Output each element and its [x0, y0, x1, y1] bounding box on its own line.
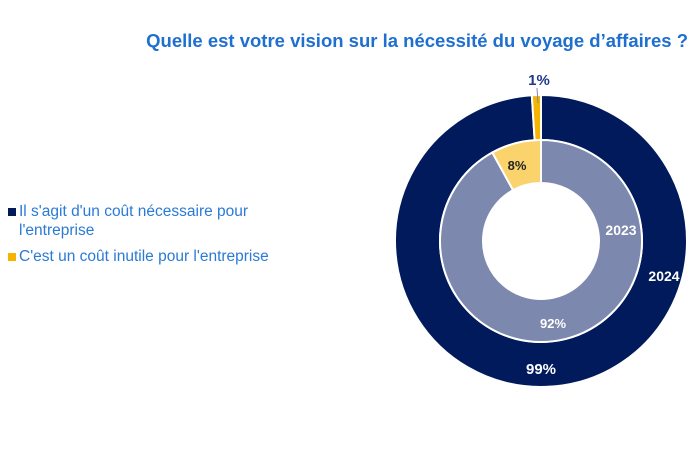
label-2023-necessary: 92%	[540, 316, 566, 331]
chart-title: Quelle est votre vision sur la nécessité…	[146, 30, 688, 51]
leader-line	[536, 87, 539, 104]
legend-label: Il s'agit d'un coût nécessaire pour l'en…	[19, 203, 249, 239]
legend-swatch	[8, 208, 16, 216]
legend-item-necessary: Il s'agit d'un coût nécessaire pour l'en…	[8, 202, 308, 240]
series-name-2024: 2024	[648, 268, 679, 284]
legend-label: C'est un coût inutile pour l'entreprise	[19, 248, 269, 265]
label-2023-useless: 8%	[508, 158, 527, 173]
label-2024-useless: 1%	[528, 72, 550, 89]
legend-item-useless: C'est un coût inutile pour l'entreprise	[8, 247, 308, 266]
legend-swatch	[8, 253, 16, 261]
slice-2023-0	[439, 138, 643, 343]
series-name-2023: 2023	[605, 222, 636, 238]
legend: Il s'agit d'un coût nécessaire pour l'en…	[8, 202, 308, 273]
slice-2023-1	[490, 138, 542, 192]
label-2024-necessary: 99%	[526, 361, 556, 378]
